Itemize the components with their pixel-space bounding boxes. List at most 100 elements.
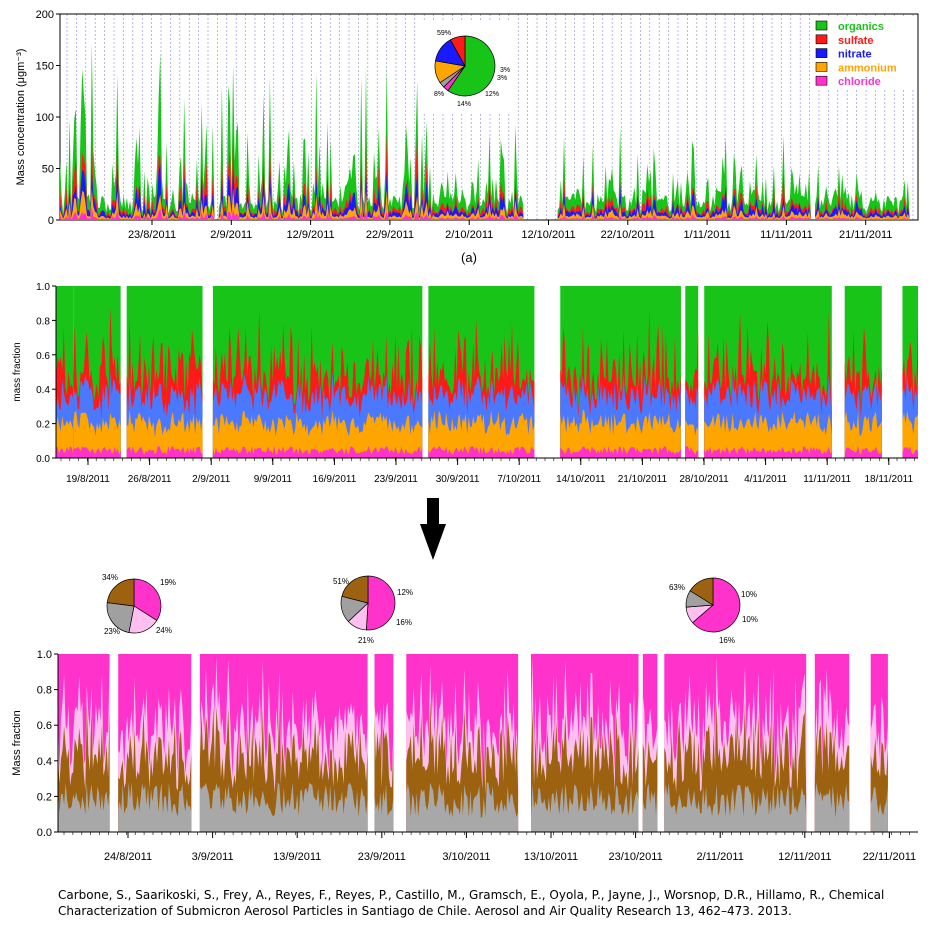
chart-c-xtick-label: 2/11/2011 — [697, 851, 744, 863]
chart-b-area-ammonium — [428, 409, 535, 458]
chart-a-pie-label-organics: 59% — [437, 30, 451, 37]
chart-a-xtick-label: 2/10/2011 — [445, 229, 493, 241]
chart-c-ytick-label: 0.8 — [37, 685, 52, 697]
chart-b-area-chloride — [73, 446, 121, 458]
chart-a-xtick-label: 12/10/2011 — [521, 229, 575, 241]
chart-a-xtick-label: 2/9/2011 — [210, 229, 252, 241]
chart-a-legend-label-chloride: chloride — [838, 76, 881, 88]
chart-b-ytick-label: 1.0 — [36, 282, 50, 293]
chart-a-ytick-label: 200 — [36, 9, 54, 21]
chart-b-xtick-label: 14/10/2011 — [556, 474, 606, 485]
chart-a-xtick-label: 12/9/2011 — [287, 229, 335, 241]
chart-a-area-ammonium — [557, 202, 811, 220]
chart-a-ytick-label: 150 — [36, 61, 54, 73]
chart-a-pie-label-other: 3% — [497, 75, 507, 82]
chart-b-xtick-label: 11/11/2011 — [803, 474, 851, 485]
chart-c-pie-3-label-magenta: 63% — [669, 583, 685, 592]
chart-c-pie-1-label-magenta: 34% — [102, 573, 118, 582]
chart-a: 0 50 100 150 200 23/8/2011 2/9/2011 12/9/2011 22… — [15, 9, 919, 265]
chart-a-area-chloride — [218, 209, 421, 220]
chart-c-pie-1-label-light-pink: 19% — [160, 578, 176, 587]
chart-b-area-ammonium — [844, 411, 882, 458]
chart-b-xtick-label: 16/9/2011 — [313, 474, 357, 485]
chart-c-pie-2-label-magenta: 51% — [333, 577, 349, 586]
chart-b-area-chloride — [212, 446, 423, 458]
chart-c: 0.0 0.2 0.4 0.6 0.8 1.0 24/8/2011 3/9/2011 13/9/… — [11, 573, 918, 863]
chart-c-ytick-label: 0.0 — [37, 827, 52, 839]
chart-c-xtick-label: 23/9/2011 — [358, 851, 406, 863]
chart-a-legend-swatch-sulfate — [815, 34, 828, 45]
chart-c-pie-3-slice-brown — [689, 577, 714, 606]
chart-b-xtick-label: 9/9/2011 — [254, 474, 293, 485]
down-arrow-head — [420, 524, 446, 560]
chart-c-xtick-label: 3/9/2011 — [192, 851, 234, 863]
chart-a-legend-label-organics: organics — [838, 21, 884, 33]
chart-a-pie-slice-organics — [447, 35, 496, 97]
chart-b-xtick-label: 7/10/2011 — [497, 474, 541, 485]
chart-b-area-chloride — [704, 446, 832, 458]
chart-a-legend-swatch-chloride — [815, 75, 828, 86]
chart-b-area-chloride — [428, 446, 535, 458]
chart-b-ytick-label: 0.6 — [36, 351, 50, 362]
chart-c-pie-3-label-grey: 10% — [742, 615, 758, 624]
chart-c-xtick-label: 22/11/2011 — [863, 851, 916, 863]
chart-a-area-ammonium — [218, 188, 421, 220]
chart-c-ytick-label: 0.2 — [37, 791, 52, 803]
chart-c-pie-2-slice-brown — [341, 575, 369, 604]
chart-c-area-grey — [118, 782, 192, 832]
citation-text: Carbone, S., Saarikoski, S., Frey, A., R… — [58, 888, 885, 918]
chart-b: 0.0 0.2 0.4 0.6 0.8 1.0 19/8/2011 26/8/2011 2/9/… — [12, 282, 918, 485]
chart-a-pie-label-nitrate: 14% — [457, 101, 471, 108]
chart-a-xtick-label: 21/11/2011 — [839, 229, 892, 241]
chart-c-pie-1-slice-grey — [106, 602, 135, 633]
chart-a-area-chloride — [420, 214, 524, 220]
chart-a-legend-label-ammonium: ammonium — [838, 62, 897, 74]
chart-c-pie-2-slice-magenta — [365, 575, 396, 631]
chart-b-ylabel: mass fraction — [12, 342, 23, 401]
chart-a-panel-label: (a) — [461, 250, 477, 265]
chart-c-area-grey — [199, 782, 368, 832]
down-arrow-shaft — [427, 498, 439, 524]
chart-a-ytick-label: 100 — [36, 112, 54, 124]
chart-c-area-grey — [531, 782, 639, 832]
chart-b-area-chloride — [126, 446, 203, 458]
chart-a-legend-label-nitrate: nitrate — [838, 49, 872, 61]
chart-a-pie-label-ammonium: 12% — [485, 91, 499, 98]
chart-a-xtick-label: 11/11/2011 — [760, 229, 813, 241]
chart-c-pie-1-label-grey: 24% — [156, 626, 172, 635]
chart-b-area-ammonium — [56, 415, 74, 458]
chart-b-ytick-label: 0.4 — [36, 385, 50, 396]
chart-c-area-grey — [374, 783, 394, 832]
chart-a-xtick-label: 1/11/2011 — [683, 229, 730, 241]
chart-c-area-grey — [406, 782, 519, 832]
chart-c-area-grey — [870, 786, 888, 832]
chart-a-area-chloride — [60, 207, 215, 220]
chart-b-xtick-label: 30/9/2011 — [436, 474, 480, 485]
chart-b-area-chloride — [685, 446, 699, 458]
chart-c-area-grey — [664, 782, 807, 832]
chart-b-xtick-label: 23/9/2011 — [374, 474, 418, 485]
chart-a-xtick-label: 23/8/2011 — [128, 229, 176, 241]
chart-a-area-chloride — [557, 214, 811, 220]
chart-c-xtick-label: 13/9/2011 — [273, 851, 321, 863]
chart-b-xtick-label: 19/8/2011 — [66, 474, 110, 485]
chart-b-area-ammonium — [704, 411, 832, 458]
chart-c-area-grey — [58, 782, 110, 832]
chart-a-area-ammonium — [420, 199, 524, 220]
chart-c-area-grey — [814, 782, 850, 832]
chart-b-xtick-label: 18/11/2011 — [865, 474, 914, 485]
chart-b-ytick-label: 0.8 — [36, 316, 50, 327]
chart-c-ytick-label: 0.4 — [37, 756, 52, 768]
chart-b-area-chloride — [56, 446, 74, 458]
chart-c-pie-3-slice-magenta — [692, 577, 741, 633]
chart-a-legend-box — [810, 18, 914, 90]
chart-c-area-brown — [531, 706, 639, 832]
chart-a-legend-swatch-nitrate — [815, 48, 828, 58]
chart-b-area-chloride — [902, 446, 918, 458]
chart-c-xtick-label: 12/11/2011 — [778, 851, 831, 863]
chart-b-ytick-label: 0.0 — [36, 454, 50, 465]
chart-a-legend-label-sulfate: sulfate — [838, 35, 873, 47]
chart-a-area-chloride — [815, 216, 910, 220]
chart-c-area-grey — [642, 782, 658, 832]
chart-c-ytick-label: 1.0 — [37, 649, 52, 661]
